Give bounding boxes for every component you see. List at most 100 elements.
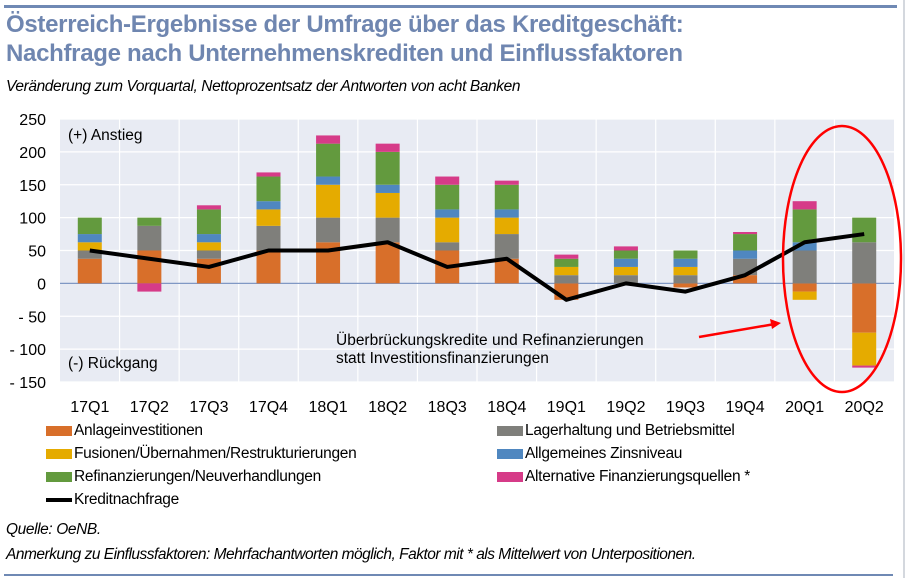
x-tick-label: 18Q4 [487, 399, 526, 416]
legend-swatch [497, 472, 523, 482]
legend-swatch [46, 449, 72, 459]
x-tick-label: 20Q1 [785, 399, 824, 416]
decrease-label: (-) Rückgang [68, 355, 158, 372]
bar-segment [852, 283, 877, 333]
bar-segment [77, 242, 102, 251]
legend-swatch [46, 426, 72, 436]
legend-line-swatch [46, 498, 72, 502]
x-tick-label: 17Q1 [70, 399, 109, 416]
bar-segment [554, 275, 579, 284]
legend-label: Lagerhaltung und Betriebsmittel [525, 422, 735, 439]
bar-segment [256, 225, 281, 251]
bar-segment [316, 135, 341, 144]
x-tick-label: 17Q2 [130, 399, 169, 416]
legend: Anlageinvestitionen Lagerhaltung und Bet… [0, 420, 906, 515]
bar-segment [375, 143, 400, 152]
legend-item: Kreditnachfrage [46, 491, 179, 509]
title-line-1: Österreich-Ergebnisse der Umfrage über d… [6, 11, 684, 38]
right-edge [903, 0, 905, 578]
x-tick-label: 18Q2 [368, 399, 407, 416]
bar-segment [77, 217, 102, 235]
x-tick-label: 17Q3 [189, 399, 228, 416]
legend-swatch [497, 449, 523, 459]
bar-segment [852, 332, 877, 366]
bar-segment [316, 184, 341, 218]
bar-segment [494, 184, 519, 210]
x-tick-label: 17Q4 [249, 399, 288, 416]
bar-segment [196, 250, 221, 259]
y-axis: 250 200 150 100 50 0 - 50 - 100 - 150 [10, 112, 47, 392]
bar-segment [196, 258, 221, 284]
bar-segment [137, 225, 162, 251]
bar-segment [613, 266, 638, 276]
y-tick-label: 200 [19, 145, 46, 162]
bar-segment [792, 283, 817, 292]
bar-segment [673, 275, 698, 284]
legend-label: Allgemeines Zinsniveau [525, 445, 683, 462]
y-tick-label: - 150 [10, 375, 47, 392]
bar-segment [494, 209, 519, 218]
highlight-ellipse [781, 124, 903, 394]
bar-segment [196, 234, 221, 243]
bar-segment [554, 258, 579, 267]
bar-segment [852, 242, 877, 284]
bar-segment [673, 258, 698, 267]
bar-segment [435, 209, 460, 218]
bar-segment [256, 209, 281, 226]
title-line-2: Nachfrage nach Unternehmenskrediten und … [6, 40, 683, 67]
bar-segment [554, 254, 579, 259]
callout-arrow-head [770, 319, 781, 329]
bar-segment [77, 250, 102, 259]
x-tick-label: 19Q1 [547, 399, 586, 416]
bar-segment [196, 242, 221, 251]
legend-item: Alternative Finanzierungsquellen * [497, 468, 750, 486]
y-tick-label: 250 [19, 112, 46, 129]
bar-segment [137, 250, 162, 284]
bar-segment [435, 242, 460, 251]
bar-segment [77, 258, 102, 284]
bar-segment [316, 217, 341, 243]
y-tick-label: 100 [19, 211, 46, 228]
bar-segment [494, 217, 519, 235]
x-axis: 17Q1 17Q2 17Q3 17Q4 18Q1 18Q2 18Q3 18Q4 19Q1 19Q2… [70, 399, 884, 416]
bar-segment [137, 217, 162, 226]
legend-swatch [497, 426, 523, 436]
callout-line-2: statt Investitionsfinanzierungen [336, 350, 549, 367]
bar-segment [792, 201, 817, 210]
callout-line-1: Überbrückungskredite und Refinanzierunge… [336, 331, 644, 349]
bar-segment [256, 201, 281, 210]
bar-segment [435, 184, 460, 210]
chart-title: Österreich-Ergebnisse der Umfrage über d… [6, 10, 684, 68]
y-tick-label: 150 [19, 178, 46, 195]
increase-label: (+) Anstieg [68, 127, 143, 144]
bar-segment [256, 176, 281, 202]
legend-label: Alternative Finanzierungsquellen * [525, 468, 751, 485]
y-tick-label: - 50 [18, 309, 46, 326]
bar-segment [733, 232, 758, 235]
bar-segment [613, 250, 638, 259]
bar-segment [733, 234, 758, 251]
legend-item: Fusionen/Übernahmen/Restrukturierungen [46, 445, 357, 463]
bar-segment [435, 176, 460, 185]
kreditnachfrage-line [89, 232, 865, 302]
bar-segment [792, 250, 817, 284]
bar-segment [256, 172, 281, 177]
callout-arrow [698, 319, 781, 339]
y-tick-label: - 100 [10, 342, 47, 359]
legend-label: Kreditnachfrage [74, 491, 179, 508]
bar-segment [792, 291, 817, 300]
bar-segment [613, 258, 638, 267]
top-rule [4, 5, 897, 8]
legend-item: Lagerhaltung und Betriebsmittel [497, 422, 735, 440]
legend-label: Anlageinvestitionen [74, 422, 203, 439]
legend-label: Refinanzierungen/Neuverhandlungen [74, 468, 321, 485]
legend-label: Fusionen/Übernahmen/Restrukturierungen [74, 445, 357, 462]
bar-segment [852, 365, 877, 368]
bottom-rule [4, 574, 893, 576]
bar-segment [77, 234, 102, 243]
x-tick-label: 19Q2 [606, 399, 645, 416]
bar-segment [375, 151, 400, 185]
bar-segment [733, 275, 758, 284]
bar-segment [673, 250, 698, 259]
